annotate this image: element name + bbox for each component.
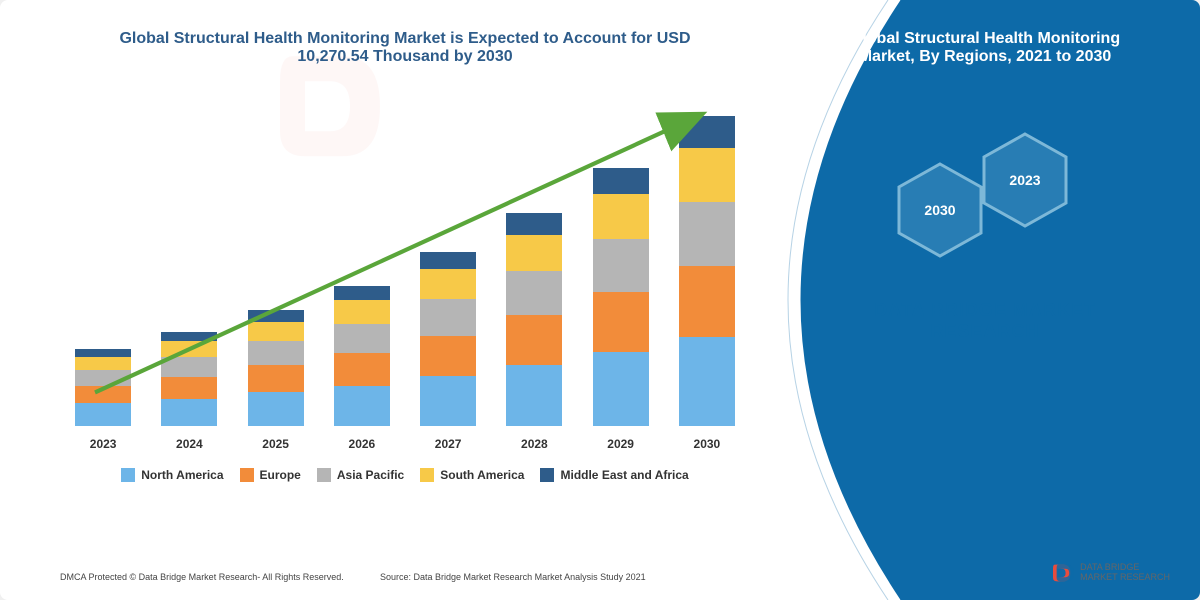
bar-segment [248,365,304,392]
bar-segment [161,341,217,357]
bar-year-label: 2026 [334,437,390,451]
legend-item: North America [121,468,223,482]
bar-year-label: 2024 [161,437,217,451]
hexagon-label-2023: 2023 [1009,172,1040,188]
bar-segment [506,213,562,235]
legend-label: Middle East and Africa [560,468,688,482]
bar-segment [248,392,304,426]
hexagon-group: 2030 2023 [885,130,1085,270]
bar-segment [420,269,476,299]
bar-segment [334,286,390,301]
logo-icon [1050,561,1074,585]
bar-year-label: 2027 [420,437,476,451]
bar-segment [334,353,390,385]
bars-container: 2023 2024 2025 2026 2027 2028 2029 2030 [60,116,750,426]
chart-title: Global Structural Health Monitoring Mark… [60,30,750,66]
bar-segment [593,352,649,426]
legend-swatch [317,468,331,482]
legend-swatch [540,468,554,482]
legend-label: South America [440,468,524,482]
brand-text: DATA BRIDGE MARKET RESEARCH [845,300,1125,342]
legend-label: Asia Pacific [337,468,404,482]
legend-item: Europe [240,468,301,482]
legend-swatch [121,468,135,482]
legend-item: South America [420,468,524,482]
bar-segment [593,239,649,292]
infographic-container: Global Structural Health Monitoring Mark… [0,0,1200,600]
hexagon-2030: 2030 [895,160,985,260]
bar-segment [420,336,476,376]
bar-group: 2030 [679,116,735,426]
footer-copyright: DMCA Protected © Data Bridge Market Rese… [60,572,344,582]
bar-segment [679,148,735,201]
bar-segment [506,235,562,271]
bar-segment [161,357,217,376]
right-panel: Global Structural Health Monitoring Mark… [770,0,1200,600]
bar-year-label: 2025 [248,437,304,451]
bar-segment [420,252,476,270]
bar-segment [679,266,735,337]
bar-segment [161,399,217,426]
company-logo: DATA BRIDGE MARKET RESEARCH [1050,561,1170,585]
bar-segment [334,300,390,324]
bar-group: 2027 [420,252,476,426]
bar-segment [75,370,131,386]
bar-segment [506,315,562,364]
legend-label: North America [141,468,223,482]
bar-segment [248,310,304,322]
chart-panel: Global Structural Health Monitoring Mark… [0,0,770,600]
bar-segment [248,341,304,365]
bar-segment [75,357,131,370]
bar-group: 2029 [593,168,649,426]
hexagon-2023: 2023 [980,130,1070,230]
legend-label: Europe [260,468,301,482]
logo-text-line2: MARKET RESEARCH [1080,573,1170,583]
bar-segment [334,386,390,426]
bar-segment [593,168,649,195]
right-panel-title: Global Structural Health Monitoring Mark… [845,30,1125,66]
bar-group: 2026 [334,286,390,426]
bar-segment [679,202,735,267]
bar-segment [593,292,649,352]
bar-segment [679,337,735,426]
bar-group: 2023 [75,349,131,426]
bar-segment [420,376,476,426]
bar-segment [75,349,131,357]
bar-segment [506,365,562,426]
hexagon-label-2030: 2030 [924,202,955,218]
logo-text: DATA BRIDGE MARKET RESEARCH [1080,563,1170,583]
bar-group: 2024 [161,332,217,426]
bar-year-label: 2030 [679,437,735,451]
bar-segment [593,194,649,238]
bar-segment [420,299,476,335]
bar-segment [248,322,304,341]
legend-swatch [240,468,254,482]
bar-segment [506,271,562,315]
bar-segment [75,386,131,404]
bar-segment [334,324,390,353]
bar-year-label: 2029 [593,437,649,451]
bar-group: 2028 [506,213,562,426]
footer-source: Source: Data Bridge Market Research Mark… [380,572,646,582]
bar-segment [161,332,217,342]
legend-swatch [420,468,434,482]
bar-segment [161,377,217,399]
bar-group: 2025 [248,310,304,426]
bar-year-label: 2028 [506,437,562,451]
bar-segment [75,403,131,426]
chart-area: 2023 2024 2025 2026 2027 2028 2029 2030 [60,96,750,456]
bar-year-label: 2023 [75,437,131,451]
chart-legend: North America Europe Asia Pacific South Ame… [60,468,750,482]
legend-item: Asia Pacific [317,468,404,482]
legend-item: Middle East and Africa [540,468,688,482]
bar-segment [679,116,735,148]
